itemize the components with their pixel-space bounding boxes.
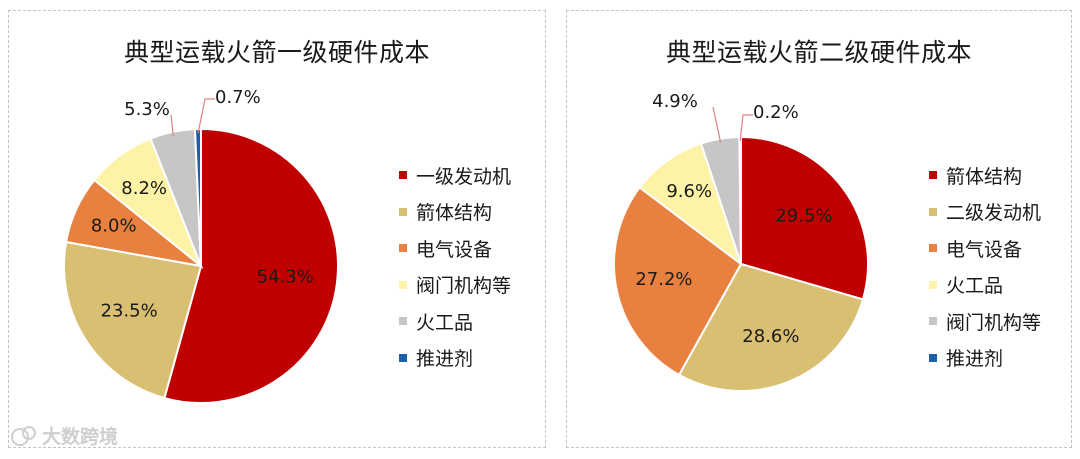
pie-slice	[613, 186, 743, 377]
pie-slice	[163, 127, 339, 404]
chart-panel-stage2: 典型运载火箭二级硬件成本 29.5% 28.6% 27.2% 9.6% 4.9% 0.2%…	[566, 10, 1072, 448]
legend-item: 二级发动机	[929, 194, 1041, 231]
legend-swatch	[929, 207, 937, 216]
legend-item: 箭体结构	[399, 194, 511, 231]
legend-swatch	[399, 207, 407, 216]
pie-chart-stage2: 29.5% 28.6% 27.2% 9.6% 4.9% 0.2%	[613, 91, 869, 392]
leader-line	[197, 98, 215, 134]
data-label: 4.9%	[652, 91, 698, 112]
legend-label: 电气设备	[946, 238, 1023, 261]
pie-slice	[677, 262, 865, 392]
legend-label: 二级发动机	[946, 202, 1042, 225]
legend-label: 阀门机构等	[946, 311, 1042, 334]
legend-label: 阀门机构等	[416, 275, 512, 298]
legend-label: 电气设备	[416, 238, 493, 261]
leader-line	[712, 106, 722, 143]
legend-label: 箭体结构	[946, 165, 1023, 188]
legend-swatch	[399, 280, 407, 289]
legend-stage2: 箭体结构二级发动机电气设备火工品阀门机构等推进剂	[929, 157, 1041, 376]
legend-item: 电气设备	[399, 230, 511, 267]
legend-label: 箭体结构	[416, 202, 493, 225]
pie-slice	[63, 240, 203, 400]
data-label: 27.2%	[635, 269, 692, 290]
pie-slice	[638, 142, 743, 267]
chart-title: 典型运载火箭二级硬件成本	[665, 38, 972, 67]
legend-swatch	[929, 171, 937, 180]
data-label: 8.2%	[121, 178, 167, 199]
legend-item: 火工品	[929, 267, 1041, 304]
legend-item: 推进剂	[399, 340, 511, 377]
legend-stage1: 一级发动机箭体结构电气设备阀门机构等火工品推进剂	[399, 157, 511, 376]
legend-label: 推进剂	[946, 348, 1004, 371]
legend-swatch	[929, 317, 937, 326]
chart-panel-stage1: 典型运载火箭一级硬件成本 54.3% 23.5% 8.0% 8.2% 5.3% 0.7% …	[8, 10, 546, 448]
data-label: 0.7%	[215, 87, 261, 108]
data-label: 28.6%	[742, 326, 799, 347]
watermark: 大数跨境	[10, 422, 118, 449]
pie-slice	[740, 135, 869, 301]
legend-item: 推进剂	[929, 340, 1041, 377]
legend-swatch	[399, 317, 407, 326]
data-label: 8.0%	[91, 215, 137, 236]
pie-chart-stage1: 54.3% 23.5% 8.0% 8.2% 5.3% 0.7%	[63, 87, 339, 404]
legend-item: 阀门机构等	[929, 303, 1041, 340]
leader-line	[739, 114, 753, 141]
legend-swatch	[929, 244, 937, 253]
legend-swatch	[929, 353, 937, 362]
pie-slice	[193, 127, 202, 267]
legend-label: 火工品	[946, 275, 1004, 298]
legend-label: 一级发动机	[416, 165, 512, 188]
watermark-text: 大数跨境	[42, 426, 119, 448]
legend-label: 推进剂	[416, 348, 474, 371]
data-label: 0.2%	[753, 102, 799, 123]
legend-swatch	[929, 280, 937, 289]
leader-line	[170, 114, 174, 137]
legend-item: 箭体结构	[929, 157, 1041, 194]
data-label: 29.5%	[775, 206, 832, 227]
data-label: 9.6%	[666, 181, 712, 202]
data-label: 5.3%	[124, 99, 170, 120]
legend-swatch	[399, 244, 407, 253]
legend-item: 一级发动机	[399, 157, 511, 194]
data-label: 54.3%	[257, 266, 314, 287]
data-label: 23.5%	[101, 300, 158, 321]
watermark-logo-icon	[11, 425, 36, 446]
legend-item: 火工品	[399, 303, 511, 340]
legend-swatch	[399, 353, 407, 362]
legend-swatch	[399, 171, 407, 180]
legend-item: 电气设备	[929, 230, 1041, 267]
legend-label: 火工品	[416, 311, 474, 334]
legend-item: 阀门机构等	[399, 267, 511, 304]
chart-title: 典型运载火箭一级硬件成本	[123, 38, 430, 67]
